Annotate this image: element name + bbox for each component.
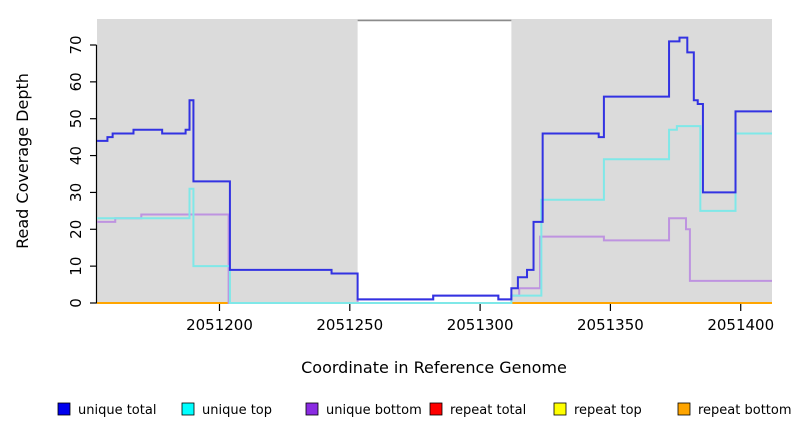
legend-swatch-unique-top [181, 402, 195, 416]
y-tick-label: 20 [67, 220, 85, 239]
x-tick-label: 2051200 [186, 316, 253, 334]
legend-label-unique-bottom: unique bottom [326, 403, 422, 418]
gap-band [357, 20, 512, 303]
y-tick-label: 40 [67, 146, 85, 165]
legend: unique total unique top unique bottom repea… [57, 402, 792, 418]
legend-swatch-unique-total [57, 402, 71, 416]
series-line-unique-top [97, 125, 772, 304]
x-tick-label: 2051400 [707, 316, 774, 334]
y-tick-label: 60 [67, 72, 85, 91]
y-tick-label: 70 [67, 35, 85, 54]
legend-swatch-repeat-total [429, 402, 443, 416]
legend-label-repeat-total: repeat total [450, 403, 526, 418]
series-line-unique-total [97, 36, 772, 301]
x-tick-label: 2051350 [577, 316, 644, 334]
y-tick-label: 0 [67, 298, 85, 308]
y-tick-label: 30 [67, 183, 85, 202]
x-tick-label: 2051300 [447, 316, 514, 334]
series-lines [97, 36, 772, 304]
legend-swatch-repeat-bottom [677, 402, 691, 416]
legend-swatch-repeat-top [553, 402, 567, 416]
axes: 0 10 20 30 40 50 60 70 2051200 2051250 2051300 2051… [67, 35, 774, 334]
legend-swatch-unique-bottom [305, 402, 319, 416]
x-tick-label: 2051250 [316, 316, 383, 334]
y-tick-label: 50 [67, 109, 85, 128]
y-axis-title: Read Coverage Depth [13, 73, 32, 249]
y-tick-label: 10 [67, 257, 85, 276]
plot-panel [97, 19, 772, 303]
x-axis-title: Coordinate in Reference Genome [301, 358, 567, 377]
legend-label-unique-total: unique total [78, 403, 156, 418]
legend-label-repeat-bottom: repeat bottom [698, 403, 792, 418]
legend-label-unique-top: unique top [202, 403, 272, 418]
legend-label-repeat-top: repeat top [574, 403, 642, 418]
